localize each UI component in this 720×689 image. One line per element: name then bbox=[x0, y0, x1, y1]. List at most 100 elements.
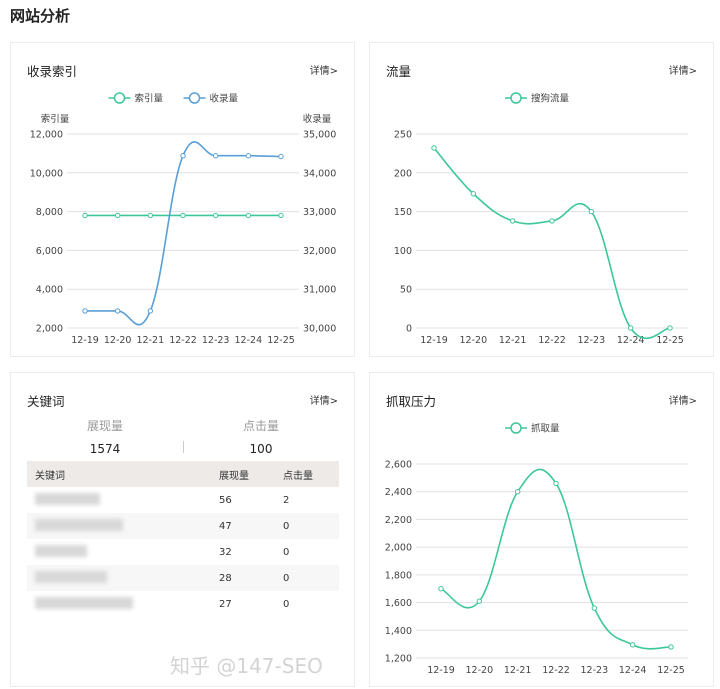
crawl-chart: 2,600 2,400 2,200 2,000 1,800 1,600 1,400 1,200… bbox=[385, 422, 688, 676]
impressions-cell: 27 bbox=[219, 598, 232, 610]
y-tick-label: 10,000 bbox=[30, 168, 63, 179]
x-tick-label: 12-22 bbox=[542, 665, 570, 676]
y-tick-label: 100 bbox=[394, 246, 412, 257]
clicks-cell: 0 bbox=[275, 513, 339, 539]
data-point bbox=[180, 153, 186, 159]
blurred-keyword bbox=[35, 492, 100, 505]
table-row[interactable]: 27 0 bbox=[27, 591, 339, 617]
data-point bbox=[668, 644, 674, 650]
clicks-label: 点击量 bbox=[242, 419, 279, 433]
data-point bbox=[470, 191, 477, 197]
x-tick-label: 12-24 bbox=[619, 665, 647, 676]
y-tick-label: 200 bbox=[394, 168, 412, 179]
x-tick-label: 12-21 bbox=[504, 665, 532, 676]
y-tick-label: 6,000 bbox=[36, 246, 63, 257]
data-point bbox=[245, 153, 252, 159]
blurred-keyword bbox=[35, 570, 107, 583]
y-tick-label: 2,600 bbox=[385, 460, 412, 471]
clicks-value: 100 bbox=[249, 442, 273, 456]
table-row[interactable]: 32 0 bbox=[27, 539, 339, 565]
crawl-details-link[interactable]: 详情> bbox=[668, 396, 697, 407]
crawl-card: 抓取压力 详情> 2,600 2,400 2,200 2,000 1,800 1,600 1… bbox=[369, 372, 714, 687]
keyword-card-title: 关键词 bbox=[27, 394, 65, 409]
crawl-card-title: 抓取压力 bbox=[386, 394, 437, 409]
data-point bbox=[627, 325, 634, 331]
y-tick-label: 8,000 bbox=[36, 207, 63, 218]
y-tick-label: 12,000 bbox=[30, 130, 63, 141]
y-tick-label: 0 bbox=[406, 324, 412, 335]
traffic-chart: 250 200 150 100 50 0 12-19 12-20 12-21 12-22 12-23… bbox=[394, 92, 688, 346]
index-card-title: 收录索引 bbox=[27, 64, 78, 79]
legend-marker bbox=[113, 92, 126, 104]
blurred-keyword bbox=[35, 596, 133, 609]
table-row[interactable]: 47 0 bbox=[27, 513, 339, 539]
data-point bbox=[514, 489, 521, 495]
x-tick-label: 12-25 bbox=[267, 335, 295, 346]
y-tick-label: 1,200 bbox=[385, 654, 412, 665]
table-row[interactable]: 56 2 bbox=[27, 487, 339, 513]
col-clicks: 点击量 bbox=[275, 461, 339, 487]
series-line bbox=[440, 468, 672, 650]
data-point bbox=[667, 325, 673, 331]
y-tick-label: 2,000 bbox=[385, 543, 412, 554]
index-chart: 12,000 35,000 10,000 34,000 8,000 33,000 6,000… bbox=[30, 92, 336, 346]
data-point bbox=[114, 308, 121, 314]
data-point bbox=[591, 605, 598, 611]
legend-label: 搜狗流量 bbox=[531, 93, 570, 105]
x-tick-label: 12-20 bbox=[460, 335, 488, 346]
traffic-details-link[interactable]: 详情> bbox=[668, 66, 697, 77]
table-row[interactable]: 28 0 bbox=[27, 565, 339, 591]
x-tick-label: 12-22 bbox=[538, 335, 566, 346]
impressions-value: 1574 bbox=[89, 442, 121, 456]
traffic-card-title: 流量 bbox=[386, 64, 412, 79]
x-tick-label: 12-23 bbox=[581, 665, 609, 676]
legend-marker bbox=[510, 92, 522, 104]
clicks-cell: 0 bbox=[283, 598, 290, 610]
y-right-tick-label: 35,000 bbox=[303, 130, 336, 141]
impressions-cell: 32 bbox=[219, 546, 232, 558]
data-point bbox=[431, 145, 437, 151]
y-tick-label: 2,000 bbox=[36, 324, 63, 335]
clicks-cell: 2 bbox=[283, 494, 290, 506]
watermark: 知乎 @147-SEO bbox=[170, 654, 323, 678]
x-tick-label: 12-25 bbox=[657, 665, 685, 676]
legend-marker bbox=[510, 422, 522, 434]
series-line bbox=[433, 147, 671, 340]
data-point bbox=[82, 308, 88, 314]
impressions-cell: 47 bbox=[211, 513, 275, 539]
y-tick-label: 2,200 bbox=[385, 515, 412, 526]
clicks-stat: 点击量 100 bbox=[201, 417, 321, 456]
x-tick-label: 12-19 bbox=[427, 665, 455, 676]
y-axis-title: 索引量 bbox=[41, 113, 70, 125]
y-tick-label: 250 bbox=[394, 130, 412, 141]
data-point bbox=[629, 642, 636, 648]
legend-label: 索引量 bbox=[135, 93, 164, 105]
y-tick-label: 2,400 bbox=[385, 487, 412, 498]
index-details-link[interactable]: 详情> bbox=[309, 66, 338, 77]
series-line bbox=[84, 141, 282, 326]
x-tick-label: 12-20 bbox=[104, 335, 132, 346]
y-tick-label: 50 bbox=[400, 285, 412, 296]
y-right-tick-label: 31,000 bbox=[303, 285, 336, 296]
y-right-tick-label: 32,000 bbox=[303, 246, 336, 257]
y-right-tick-label: 33,000 bbox=[303, 207, 336, 218]
index-card: 收录索引 详情> 12,000 35,000 10,000 34,000 8,000 33… bbox=[10, 42, 355, 357]
data-point bbox=[212, 212, 219, 219]
x-tick-label: 12-24 bbox=[235, 335, 263, 346]
page-title: 网站分析 bbox=[10, 7, 71, 25]
data-point bbox=[553, 480, 559, 487]
keyword-card: 关键词 详情> 展现量 1574 点击量 100 关键词 展现量 点击量 56 2… bbox=[10, 372, 355, 687]
keyword-details-link[interactable]: 详情> bbox=[309, 396, 338, 407]
x-tick-label: 12-23 bbox=[578, 335, 606, 346]
keyword-table: 关键词 展现量 点击量 56 2 47 0 32 0 28 0 27 0 bbox=[27, 461, 339, 617]
impressions-stat: 展现量 1574 bbox=[45, 417, 165, 456]
traffic-card: 流量 详情> 250 200 150 100 50 0 12-19 12-20 12-21 12-… bbox=[369, 42, 714, 357]
x-tick-label: 12-21 bbox=[137, 335, 165, 346]
blurred-keyword bbox=[35, 518, 123, 531]
data-point bbox=[278, 153, 284, 160]
clicks-cell: 0 bbox=[283, 546, 290, 558]
data-point bbox=[549, 218, 555, 224]
data-point bbox=[245, 212, 252, 219]
data-point bbox=[82, 212, 88, 219]
legend-marker bbox=[188, 92, 201, 104]
